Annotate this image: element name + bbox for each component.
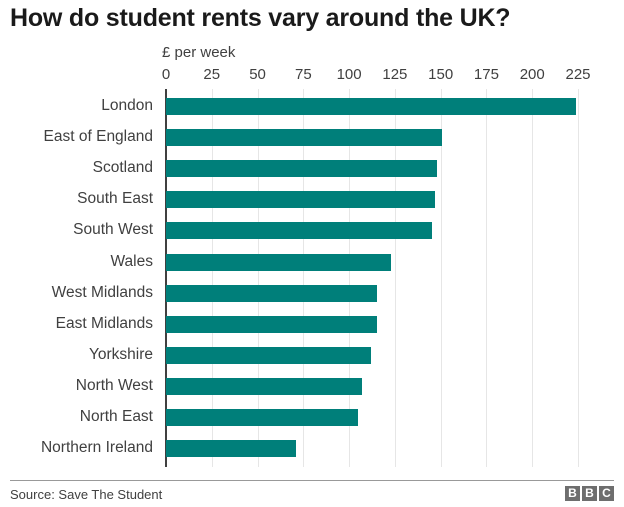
footer-divider [10, 480, 614, 481]
source-note: Source: Save The Student [10, 487, 163, 502]
category-label: East of England [43, 128, 153, 146]
x-tick-label: 175 [473, 66, 499, 83]
x-tick-label: 225 [565, 66, 591, 83]
category-label: Scotland [92, 159, 153, 177]
gridline [532, 89, 534, 467]
category-label: West Midlands [51, 283, 153, 301]
bar [166, 222, 432, 240]
bbc-logo-letter: C [599, 486, 614, 501]
y-axis-line [165, 89, 167, 467]
x-axis-ticks: 0 25 50 75 100 125 150 175 200 225 [0, 66, 624, 86]
x-tick-label: 0 [161, 66, 171, 83]
category-label: Yorkshire [88, 345, 153, 363]
x-tick-label: 100 [336, 66, 362, 83]
gridline [486, 89, 488, 467]
x-tick-label: 200 [519, 66, 545, 83]
category-label: Northern Ireland [40, 439, 153, 457]
gridline [578, 89, 579, 467]
bar [166, 253, 392, 271]
x-tick-label: 125 [382, 66, 408, 83]
bar [166, 284, 377, 302]
gridline [440, 89, 442, 467]
gridline [303, 89, 305, 467]
bar [166, 191, 436, 209]
category-label: North West [75, 376, 153, 394]
category-label: East Midlands [55, 314, 153, 332]
category-label: South East [77, 190, 153, 208]
x-tick-label: 25 [203, 66, 221, 83]
category-label: South West [73, 221, 153, 239]
category-label: North East [79, 408, 153, 425]
category-label: London [101, 97, 153, 114]
gridline [394, 89, 396, 467]
axis-unit-label: £ per week [162, 44, 236, 61]
bar [166, 377, 362, 395]
bar [166, 440, 296, 458]
gridline [257, 89, 259, 467]
bar [166, 409, 359, 426]
x-tick-label: 75 [294, 66, 312, 83]
gridline [349, 89, 351, 467]
bar [166, 160, 437, 178]
category-label: Wales [110, 252, 154, 270]
bbc-logo: B B C [565, 486, 614, 501]
chart-title: How do student rents vary around the UK? [10, 4, 511, 32]
bar [166, 315, 377, 333]
bar [166, 98, 577, 115]
gridline [211, 89, 213, 467]
bbc-logo-letter: B [565, 486, 580, 501]
x-tick-label: 150 [428, 66, 454, 83]
x-tick-label: 50 [249, 66, 266, 83]
bar [166, 129, 443, 147]
bbc-logo-letter: B [582, 486, 597, 501]
bar [166, 346, 372, 364]
plot-area [165, 89, 596, 467]
